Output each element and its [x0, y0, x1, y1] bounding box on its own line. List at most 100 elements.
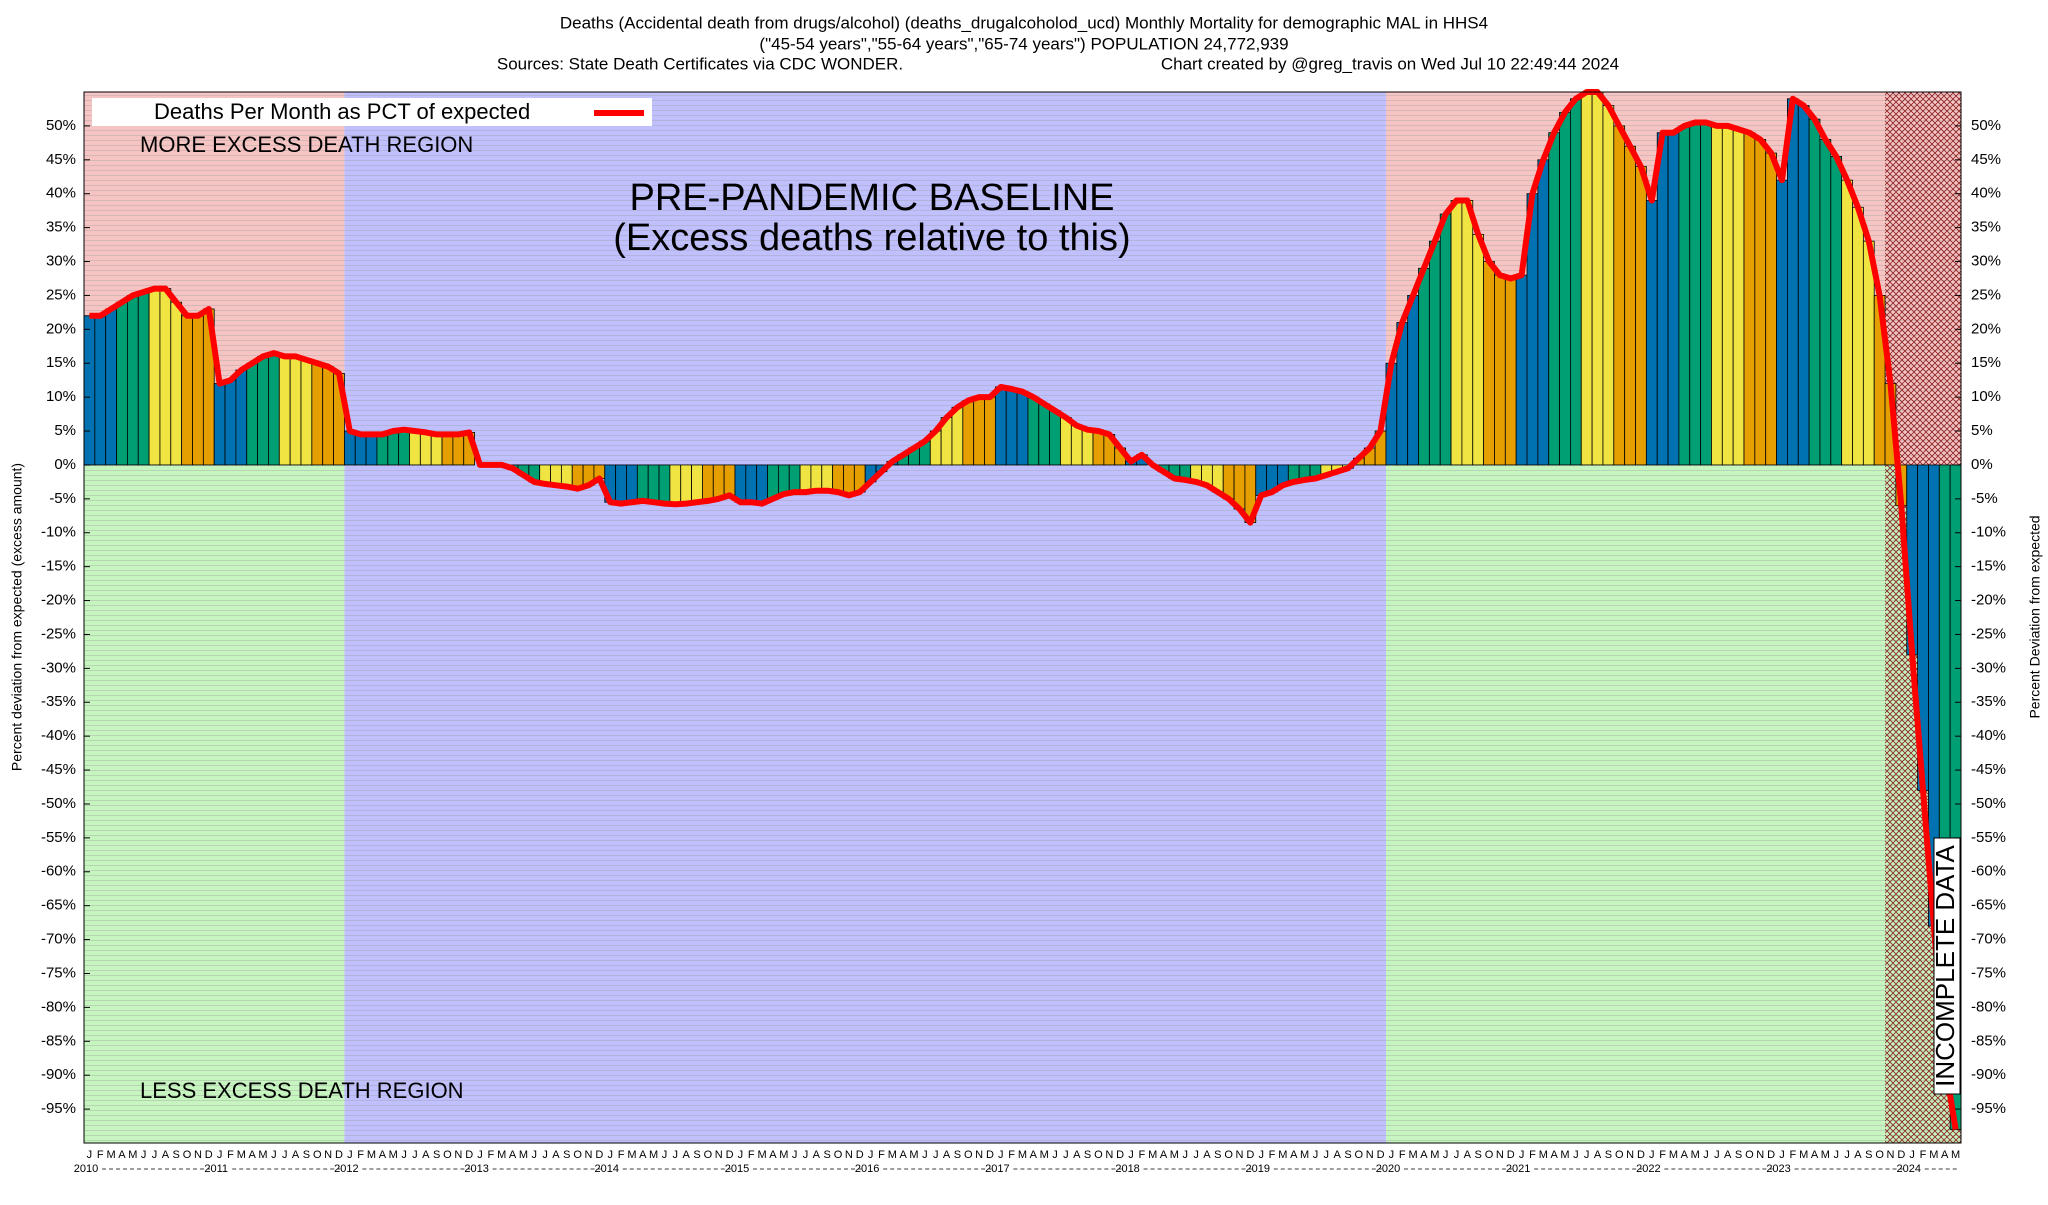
- y-tick-label: 15%: [46, 354, 76, 371]
- year-label: 2024: [1897, 1163, 1921, 1175]
- bar: [170, 301, 183, 466]
- annotation-box: [1933, 837, 1961, 1095]
- bar: [1537, 159, 1550, 466]
- x-tick-label: M: [649, 1149, 658, 1161]
- year-label: 2010: [74, 1163, 98, 1175]
- x-tick-label: F: [748, 1149, 755, 1161]
- x-tick-label: M: [1821, 1149, 1830, 1161]
- bar: [354, 434, 367, 466]
- bar: [1841, 179, 1853, 466]
- y-tick-label: -30%: [41, 659, 76, 676]
- x-tick-label: J: [1584, 1149, 1590, 1161]
- x-tick-label: M: [1170, 1149, 1179, 1161]
- plot-frame: [83, 91, 1962, 1144]
- bar: [712, 464, 725, 500]
- x-tick-label: M: [497, 1149, 506, 1161]
- bar: [1016, 391, 1029, 466]
- x-tick-label: J: [1779, 1149, 1785, 1161]
- x-tick-label: N: [194, 1149, 202, 1161]
- x-tick-label: F: [487, 1149, 494, 1161]
- x-tick-label: N: [1105, 1149, 1113, 1161]
- x-tick-label: O: [834, 1149, 843, 1161]
- x-tick-label: M: [888, 1149, 897, 1161]
- x-tick-label: J: [412, 1149, 418, 1161]
- y-tick-label: -95%: [41, 1100, 76, 1117]
- bar: [343, 430, 356, 466]
- x-tick-label: N: [1496, 1149, 1504, 1161]
- bar: [268, 352, 280, 466]
- x-tick-label: D: [856, 1149, 864, 1161]
- y-tick-label: -15%: [41, 558, 76, 575]
- x-tick-label: M: [107, 1149, 116, 1161]
- bar: [441, 434, 454, 466]
- y2-tick-label: -25%: [1971, 625, 2006, 642]
- source: Sources: State Death Certificates via CD…: [497, 54, 903, 73]
- x-tick-label: J: [1519, 1149, 1525, 1161]
- x-tick-label: J: [152, 1149, 158, 1161]
- bar: [1559, 111, 1571, 466]
- x-tick-label: J: [922, 1149, 928, 1161]
- x-tick-label: M: [1278, 1149, 1287, 1161]
- year-label: 2011: [204, 1163, 228, 1175]
- bar: [409, 430, 421, 466]
- bar: [311, 362, 324, 466]
- x-tick-label: J: [1258, 1149, 1264, 1161]
- x-tick-label: J: [1063, 1149, 1069, 1161]
- bar: [1754, 139, 1767, 466]
- x-tick-label: J: [1389, 1149, 1395, 1161]
- y2-axis-label: Percent Deviation from expected: [2027, 515, 2043, 718]
- bar: [1472, 233, 1485, 466]
- bar: [702, 464, 714, 502]
- bar: [723, 464, 736, 496]
- x-tick-label: A: [162, 1149, 170, 1161]
- x-tick-label: N: [1626, 1149, 1634, 1161]
- x-tick-label: J: [401, 1149, 407, 1161]
- x-tick-label: M: [389, 1149, 398, 1161]
- x-tick-label: J: [803, 1149, 809, 1161]
- x-tick-label: M: [367, 1149, 376, 1161]
- bar: [1852, 206, 1864, 466]
- x-tick-label: J: [662, 1149, 668, 1161]
- y2-tick-label: -35%: [1971, 693, 2006, 710]
- x-tick-label: S: [173, 1149, 180, 1161]
- x-tick-label: O: [964, 1149, 973, 1161]
- bar: [1797, 105, 1810, 466]
- x-tick-label: N: [715, 1149, 723, 1161]
- x-tick-label: F: [97, 1149, 104, 1161]
- x-tick-label: S: [1605, 1149, 1612, 1161]
- x-tick-label: M: [1018, 1149, 1027, 1161]
- x-tick-label: A: [769, 1149, 777, 1161]
- x-tick-label: J: [1909, 1149, 1915, 1161]
- x-tick-label: N: [585, 1149, 593, 1161]
- x-tick-label: A: [1333, 1149, 1341, 1161]
- x-tick-label: S: [433, 1149, 440, 1161]
- x-tick-label: A: [1160, 1149, 1168, 1161]
- x-tick-label: J: [1454, 1149, 1460, 1161]
- x-tick-label: F: [878, 1149, 885, 1161]
- x-tick-label: M: [1539, 1149, 1548, 1161]
- x-tick-label: N: [1887, 1149, 1895, 1161]
- y2-tick-label: -50%: [1971, 795, 2006, 812]
- bar: [192, 315, 204, 466]
- x-tick-label: F: [1138, 1149, 1145, 1161]
- y2-tick-label: -80%: [1971, 998, 2006, 1015]
- x-tick-label: F: [1659, 1149, 1666, 1161]
- x-tick-label: O: [1875, 1149, 1884, 1161]
- x-tick-label: A: [1464, 1149, 1472, 1161]
- x-tick-label: D: [1897, 1149, 1905, 1161]
- y-tick-label: -40%: [41, 727, 76, 744]
- legend-box: [92, 98, 652, 126]
- y-tick-label: 45%: [46, 151, 76, 168]
- x-tick-label: J: [673, 1149, 679, 1161]
- bar: [1060, 417, 1072, 466]
- y2-tick-label: -95%: [1971, 1100, 2006, 1117]
- y2-tick-label: 30%: [1971, 252, 2001, 269]
- x-tick-label: J: [87, 1149, 93, 1161]
- bar: [1711, 125, 1723, 466]
- x-tick-label: D: [1116, 1149, 1124, 1161]
- y2-tick-label: -10%: [1971, 524, 2006, 541]
- y2-tick-label: 15%: [1971, 354, 2001, 371]
- x-tick-label: J: [1649, 1149, 1655, 1161]
- x-tick-label: O: [1615, 1149, 1624, 1161]
- y-tick-label: 30%: [46, 252, 76, 269]
